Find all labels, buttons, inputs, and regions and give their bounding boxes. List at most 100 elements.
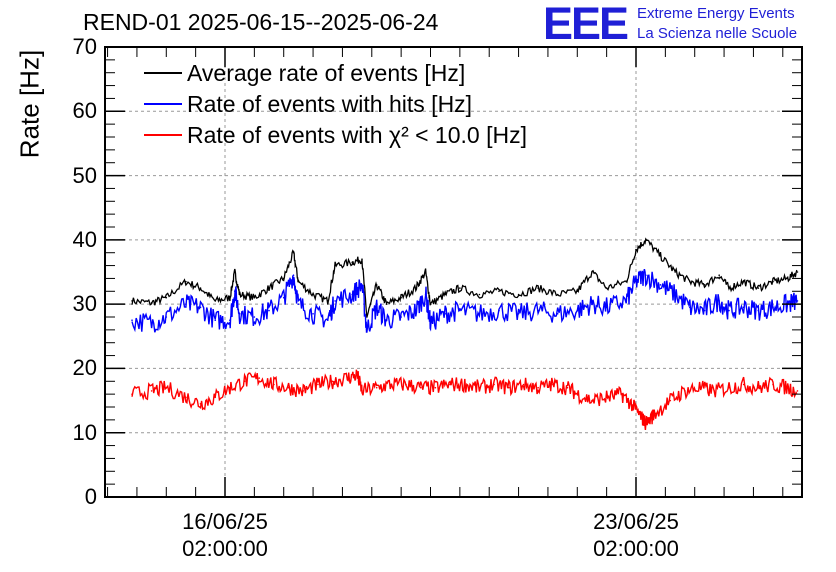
data-point bbox=[312, 312, 314, 315]
data-point bbox=[772, 383, 774, 386]
data-point bbox=[268, 287, 270, 289]
data-point bbox=[131, 393, 133, 395]
y-tick-label: 50 bbox=[72, 162, 97, 188]
data-point bbox=[444, 293, 446, 296]
data-point bbox=[669, 399, 672, 402]
legend-swatch bbox=[144, 103, 182, 105]
x-tick-label: 23/06/25 02:00:00 bbox=[566, 508, 706, 562]
data-point bbox=[429, 303, 432, 305]
data-point bbox=[415, 287, 417, 289]
data-point bbox=[375, 284, 378, 286]
data-point bbox=[346, 377, 349, 379]
x-tick-date: 23/06/25 bbox=[593, 509, 679, 534]
data-point bbox=[312, 293, 314, 296]
x-tick-date: 16/06/25 bbox=[182, 509, 268, 534]
data-point bbox=[424, 271, 427, 273]
data-point bbox=[566, 386, 569, 389]
data-point bbox=[229, 296, 231, 299]
data-point bbox=[287, 386, 290, 389]
data-point bbox=[131, 319, 133, 322]
data-point bbox=[786, 277, 789, 280]
data-point bbox=[620, 393, 623, 395]
data-point bbox=[385, 319, 388, 322]
data-point bbox=[591, 271, 593, 273]
y-tick-label: 10 bbox=[72, 419, 97, 445]
data-point bbox=[326, 300, 329, 302]
x-tick-time: 02:00:00 bbox=[182, 536, 268, 561]
data-point bbox=[351, 261, 354, 264]
legend-swatch bbox=[144, 134, 182, 136]
data-point bbox=[659, 284, 662, 286]
legend-label: Rate of events with hits [Hz] bbox=[187, 91, 473, 117]
data-point bbox=[229, 386, 231, 389]
data-point bbox=[334, 264, 336, 267]
series-3 bbox=[131, 369, 799, 430]
data-point bbox=[689, 306, 691, 309]
data-point bbox=[366, 316, 368, 318]
data-point bbox=[459, 287, 461, 289]
data-point bbox=[478, 386, 481, 389]
data-point bbox=[463, 383, 466, 386]
data-point bbox=[698, 386, 701, 389]
data-point bbox=[233, 271, 236, 273]
legend-label: Rate of events with χ² < 10.0 [Hz] bbox=[187, 122, 527, 148]
data-point bbox=[419, 386, 422, 389]
data-point bbox=[214, 319, 217, 322]
y-tick-label: 0 bbox=[84, 484, 97, 509]
data-point bbox=[576, 393, 579, 395]
data-point bbox=[674, 271, 676, 273]
data-point bbox=[674, 293, 676, 296]
data-point bbox=[689, 280, 691, 283]
data-point bbox=[199, 402, 202, 405]
x-tick-time: 02:00:00 bbox=[593, 536, 679, 561]
data-point bbox=[552, 383, 554, 386]
data-point bbox=[703, 284, 706, 286]
series-line-1 bbox=[131, 237, 798, 318]
data-point bbox=[757, 309, 760, 312]
data-point bbox=[317, 383, 319, 386]
chart-title: REND-01 2025-06-15--2025-06-24 bbox=[83, 9, 439, 35]
series-line-3 bbox=[131, 369, 798, 430]
data-point bbox=[498, 290, 500, 293]
data-point bbox=[591, 399, 593, 402]
data-point bbox=[605, 287, 608, 289]
data-point bbox=[366, 329, 368, 331]
data-point bbox=[556, 293, 559, 296]
data-point bbox=[659, 255, 662, 257]
data-point bbox=[375, 386, 378, 389]
data-point bbox=[334, 300, 336, 302]
data-point bbox=[449, 383, 451, 386]
data-point bbox=[199, 287, 202, 289]
data-point bbox=[150, 390, 153, 392]
data-point bbox=[537, 386, 539, 389]
data-point bbox=[165, 296, 168, 299]
data-point bbox=[150, 302, 153, 304]
data-point bbox=[214, 396, 217, 399]
data-point bbox=[214, 300, 217, 302]
series-layer bbox=[131, 237, 799, 430]
data-point bbox=[165, 386, 168, 389]
y-tick-label: 30 bbox=[72, 291, 97, 317]
data-point bbox=[718, 300, 720, 302]
axis-ticks bbox=[105, 46, 802, 498]
data-point bbox=[635, 280, 637, 283]
data-point bbox=[703, 309, 706, 312]
data-point bbox=[361, 258, 363, 260]
data-point bbox=[478, 312, 481, 315]
data-point bbox=[742, 280, 745, 283]
series-2 bbox=[131, 268, 799, 333]
data-point bbox=[326, 319, 329, 322]
data-point bbox=[654, 412, 657, 415]
data-point bbox=[796, 390, 799, 392]
data-point bbox=[351, 293, 354, 296]
data-point bbox=[292, 251, 295, 254]
data-point bbox=[728, 386, 730, 389]
data-point bbox=[390, 383, 393, 386]
data-point bbox=[238, 312, 241, 315]
data-point bbox=[591, 303, 593, 305]
data-point bbox=[282, 277, 285, 280]
data-point bbox=[400, 296, 402, 299]
data-point bbox=[772, 280, 774, 283]
series-1 bbox=[131, 237, 799, 318]
